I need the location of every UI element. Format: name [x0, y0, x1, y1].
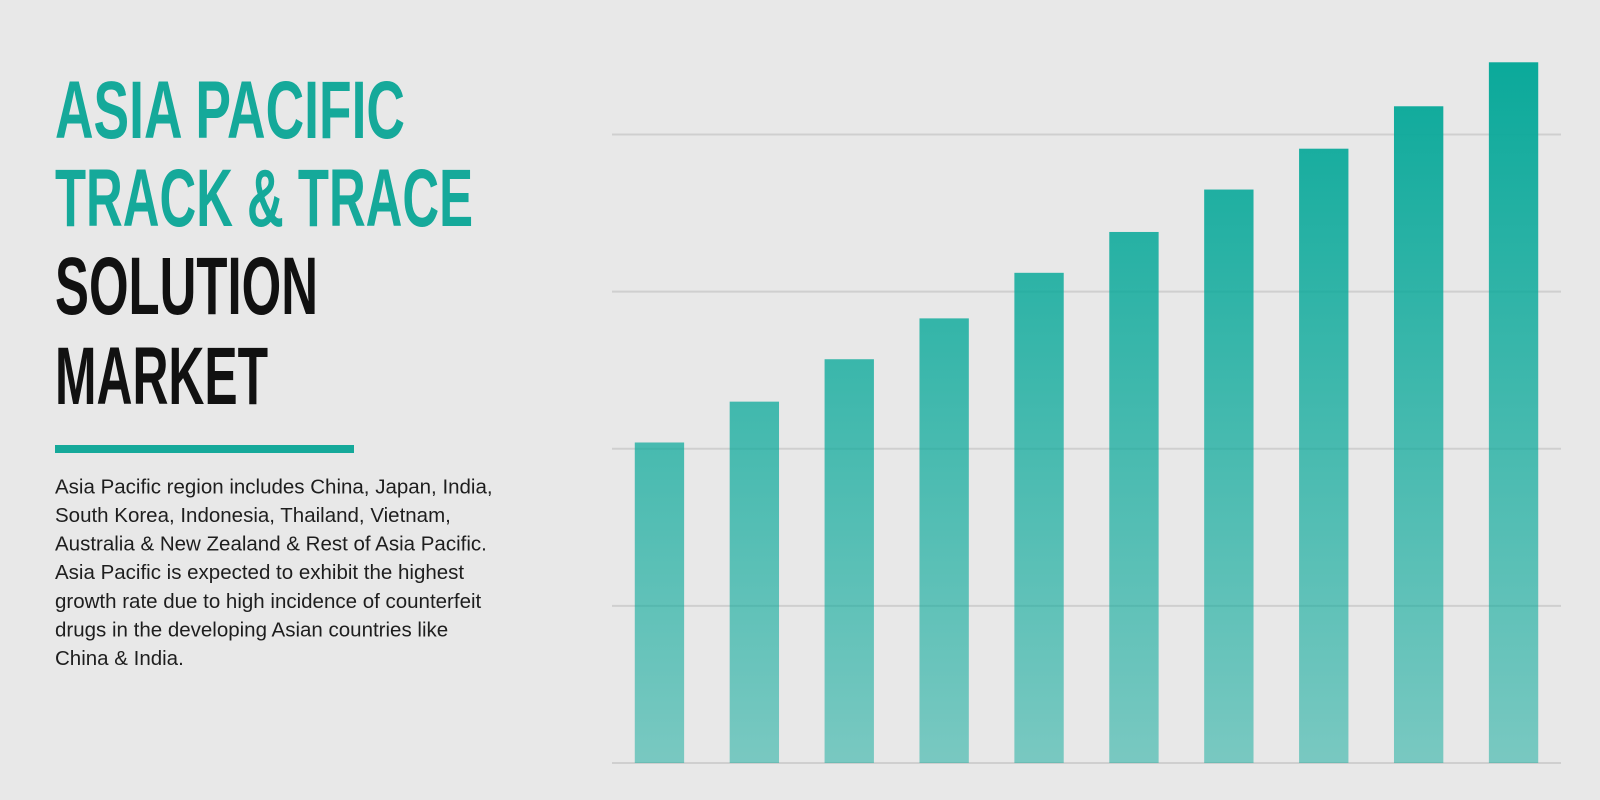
bar: [1488, 62, 1539, 764]
bar: [1204, 189, 1254, 764]
bar: [634, 442, 685, 763]
bar: [1393, 106, 1444, 763]
description-line: Asia Pacific region includes China, Japa…: [55, 475, 493, 498]
bar: [1299, 148, 1349, 763]
description-line: drugs in the developing Asian countries …: [55, 618, 448, 641]
bar: [1109, 231, 1159, 763]
bar: [729, 401, 780, 763]
title-line: ASIA PACIFIC: [55, 65, 405, 156]
description-line: China & India.: [55, 647, 184, 670]
description-line: Australia & New Zealand & Rest of Asia P…: [55, 533, 487, 556]
bars: [634, 62, 1539, 764]
description-line: growth rate due to high incidence of cou…: [55, 590, 482, 613]
description-line: South Korea, Indonesia, Thailand, Vietna…: [55, 504, 451, 527]
title-line: MARKET: [55, 331, 268, 422]
accent-rule: [55, 445, 354, 453]
description-line: Asia Pacific is expected to exhibit the …: [55, 561, 464, 584]
bar: [919, 318, 969, 763]
description: Asia Pacific region includes China, Japa…: [55, 475, 493, 670]
title-line: TRACK & TRACE: [55, 153, 473, 244]
title-line: SOLUTION: [55, 241, 318, 332]
bar: [824, 359, 874, 763]
bar: [1014, 272, 1064, 763]
